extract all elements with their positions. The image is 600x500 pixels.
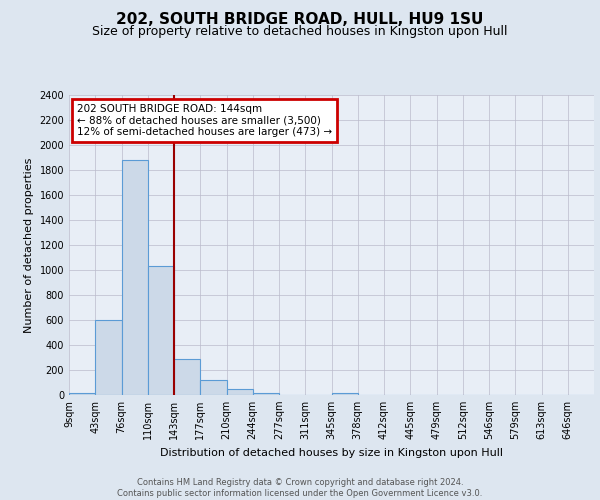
Bar [253,393,279,395]
X-axis label: Distribution of detached houses by size in Kingston upon Hull: Distribution of detached houses by size … [160,448,503,458]
Text: 202, SOUTH BRIDGE ROAD, HULL, HU9 1SU: 202, SOUTH BRIDGE ROAD, HULL, HU9 1SU [116,12,484,28]
Text: Size of property relative to detached houses in Kingston upon Hull: Size of property relative to detached ho… [92,25,508,38]
Bar [227,389,253,395]
Bar [200,380,227,395]
Y-axis label: Number of detached properties: Number of detached properties [24,158,34,332]
Bar [174,360,200,395]
Text: 202 SOUTH BRIDGE ROAD: 144sqm
← 88% of detached houses are smaller (3,500)
12% o: 202 SOUTH BRIDGE ROAD: 144sqm ← 88% of d… [77,104,332,137]
Bar [95,320,121,395]
Bar [69,393,95,395]
Bar [121,160,148,395]
Bar [148,266,174,395]
Bar [331,393,358,395]
Text: Contains HM Land Registry data © Crown copyright and database right 2024.
Contai: Contains HM Land Registry data © Crown c… [118,478,482,498]
